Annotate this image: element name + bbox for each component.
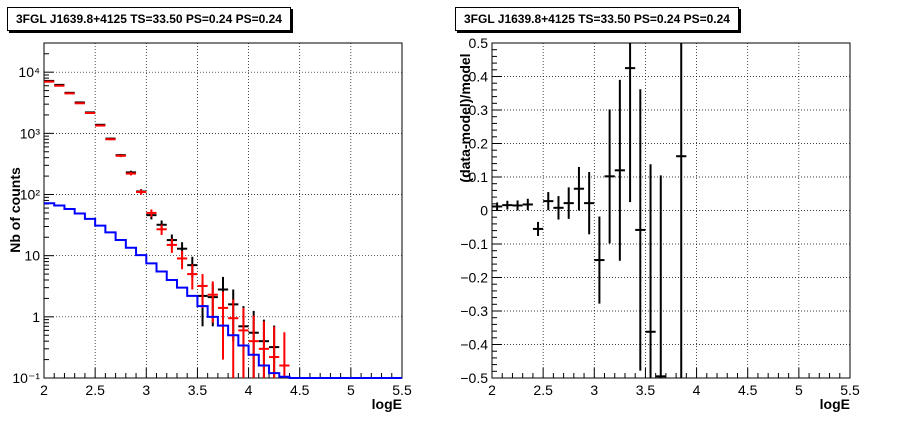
red-data-point xyxy=(84,112,96,115)
red-data-point xyxy=(248,315,259,378)
left-counts-panel: 2 2.5 3 3.5 4 4.5 5 5.5 10⁻¹ 1 10 10² 10³ 10⁴ logE Nb… xyxy=(7,42,412,412)
model-step-line xyxy=(44,202,402,379)
red-data-point xyxy=(95,124,106,127)
right-x-axis-label: logE xyxy=(820,396,850,412)
red-data-point xyxy=(166,238,177,253)
y-tick-label: −0.4 xyxy=(460,337,488,353)
black-data-point xyxy=(624,43,636,203)
x-tick-label: 2.5 xyxy=(533,382,553,398)
right-residual-panel: 2 2.5 3 3.5 4 4.5 5 5.5 −0.5 −0.4 −0.3 −0.2 −0.1 0 0.1… xyxy=(457,35,860,412)
right-grid xyxy=(492,43,850,378)
black-data-point xyxy=(614,79,625,261)
y-tick-label: −0.1 xyxy=(460,236,488,252)
y-tick-label: −0.2 xyxy=(460,270,488,286)
red-data-point xyxy=(115,154,126,158)
black-data-point xyxy=(676,43,687,378)
black-data-point xyxy=(502,200,513,210)
black-data-point xyxy=(543,192,554,211)
x-tick-label: 5.5 xyxy=(840,382,860,398)
y-tick-label: 1 xyxy=(32,309,40,325)
left-chart-title: 3FGL J1639.8+4125 TS=33.50 PS=0.24 PS=0.… xyxy=(7,7,291,31)
black-data-point xyxy=(655,175,666,378)
black-data-point xyxy=(573,166,585,211)
red-data-point xyxy=(146,209,157,217)
x-tick-label: 2 xyxy=(40,382,48,398)
red-data-point xyxy=(64,92,75,95)
right-y-axis-label: (data-model)/model xyxy=(457,53,473,182)
y-tick-label: 10 xyxy=(24,248,40,264)
y-tick-label: 0.4 xyxy=(469,69,489,85)
black-data-point xyxy=(604,109,615,244)
x-tick-label: 4.5 xyxy=(738,382,758,398)
y-tick-label: −0.3 xyxy=(460,303,488,319)
black-data-point xyxy=(635,89,646,371)
x-tick-label: 5 xyxy=(347,382,355,398)
y-tick-label: 10⁻¹ xyxy=(12,370,40,386)
y-tick-label: 10⁴ xyxy=(18,64,40,80)
y-tick-label: 10² xyxy=(20,187,41,203)
red-data-point xyxy=(187,264,198,290)
black-data-point xyxy=(645,164,656,378)
left-y-axis-label: Nb of counts xyxy=(7,167,23,253)
left-axis-ticks: 2 2.5 3 3.5 4 4.5 5 5.5 10⁻¹ 1 10 10² 10³ 10⁴ xyxy=(12,53,412,398)
x-tick-label: 2.5 xyxy=(85,382,105,398)
y-tick-label: 0.2 xyxy=(469,136,489,152)
red-data-point xyxy=(156,224,167,235)
black-data-point xyxy=(553,196,564,220)
x-tick-label: 4 xyxy=(245,382,253,398)
left-grid xyxy=(44,43,402,378)
left-series-layer xyxy=(44,79,402,379)
x-tick-label: 4.5 xyxy=(290,382,310,398)
y-tick-label: 10³ xyxy=(20,125,41,141)
black-data-point xyxy=(594,216,605,304)
x-tick-label: 5.5 xyxy=(392,382,412,398)
red-data-point xyxy=(279,332,290,378)
right-plot-frame xyxy=(491,42,851,379)
x-tick-label: 3 xyxy=(590,382,598,398)
black-data-point xyxy=(532,221,544,236)
red-data-point xyxy=(197,274,208,308)
x-tick-label: 3 xyxy=(142,382,150,398)
x-tick-label: 5 xyxy=(795,382,803,398)
right-series-layer xyxy=(492,43,687,378)
right-axis-ticks: 2 2.5 3 3.5 4 4.5 5 5.5 −0.5 −0.4 −0.3 −0.2 −0.1 0 0.1… xyxy=(460,35,860,398)
red-data-point xyxy=(54,84,65,87)
red-data-point xyxy=(176,250,188,270)
y-tick-label: 0 xyxy=(480,203,488,219)
black-data-point xyxy=(584,171,595,235)
red-data-point xyxy=(125,171,137,176)
y-tick-label: 0.1 xyxy=(469,169,489,185)
right-chart-title: 3FGL J1639.8+4125 TS=33.50 PS=0.24 PS=0.… xyxy=(455,7,739,31)
red-data-point xyxy=(44,80,55,83)
x-tick-label: 3.5 xyxy=(636,382,656,398)
x-tick-label: 4 xyxy=(693,382,701,398)
red-data-point xyxy=(238,307,249,378)
x-tick-label: 3.5 xyxy=(188,382,208,398)
black-data-point xyxy=(563,187,574,219)
red-data-point xyxy=(136,189,147,195)
x-tick-label: 2 xyxy=(488,382,496,398)
black-data-point xyxy=(512,200,523,211)
red-data-point xyxy=(269,326,280,378)
red-data-point xyxy=(258,321,270,378)
red-data-point xyxy=(74,102,85,105)
y-tick-label: −0.5 xyxy=(460,370,488,386)
black-data-point xyxy=(522,198,533,211)
red-data-point xyxy=(228,299,239,378)
y-tick-label: 0.3 xyxy=(469,102,489,118)
y-tick-label: 0.5 xyxy=(469,35,489,51)
black-data-point xyxy=(492,202,503,211)
left-x-axis-label: logE xyxy=(372,396,402,412)
red-data-point xyxy=(105,138,116,141)
